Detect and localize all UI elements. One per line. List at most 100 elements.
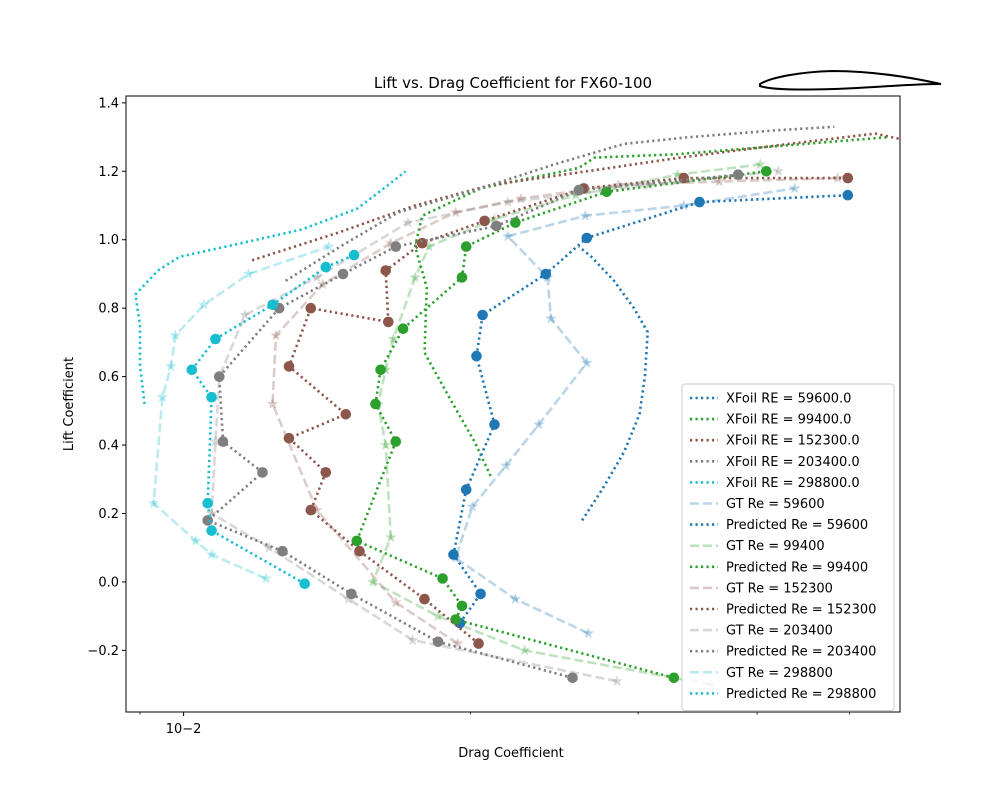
data-point [761,166,772,177]
y-tick-label: 1.4 [98,96,119,111]
data-point [305,302,317,314]
data-point-star [385,237,397,248]
data-point-star [581,356,593,368]
legend-label: GT Re = 298800 [726,666,833,681]
legend-entry: GT Re = 152300 [690,581,833,596]
airfoil-inset-shape [759,69,942,91]
series-line [454,187,795,635]
data-point-star [270,329,282,341]
data-point-star [502,230,514,242]
series-line [190,253,355,585]
data-point-star [772,165,784,177]
series-pred-12 [202,169,744,684]
data-point [460,241,472,252]
data-point-star [402,216,414,228]
series-line [152,245,330,580]
data-point-star [515,192,527,204]
data-point [283,361,295,372]
data-point [337,268,349,280]
y-tick-label: 0.6 [98,370,119,385]
data-point [299,578,311,589]
data-point-star [611,675,623,687]
legend-entry: Predicted Re = 99400 [690,560,868,575]
legend-label: Predicted Re = 203400 [726,645,876,660]
y-tick-label: 0.0 [98,575,119,590]
data-point [283,432,295,444]
data-point-star [311,504,323,515]
data-point-star [385,531,397,543]
series-line [205,173,739,680]
data-point-star [198,298,210,310]
data-point [320,261,332,273]
data-point [694,196,705,208]
data-point [370,398,381,410]
data-point [210,333,221,345]
data-point-star [582,627,595,639]
y-tick-label: 1.2 [98,165,119,180]
data-point [267,299,278,311]
data-point-star [466,500,479,512]
data-point-star [500,459,512,471]
x-axis-label: Drag Coefficient [458,746,563,761]
legend-box [681,383,895,711]
data-point [475,588,486,600]
data-point-star [671,168,684,180]
data-point [257,467,268,478]
y-tick-label: −0.2 [87,644,119,659]
legend-entry: Predicted Re = 298800 [690,687,876,702]
legend-label: Predicted Re = 298800 [726,687,876,702]
data-point-star [545,312,557,324]
data-point [351,535,363,547]
legend-label: Predicted Re = 59600 [726,518,868,533]
series-xfoil-2 [251,132,900,262]
series-line [286,176,848,645]
data-point-star [205,507,218,519]
data-point [601,186,612,198]
data-point-star [147,497,160,509]
data-point-star [263,541,275,553]
data-point-star [156,391,169,402]
data-point [202,515,213,526]
legend-entry: XFoil RE = 152300.0 [690,434,860,449]
data-point-star [423,240,435,252]
series-layer [134,125,900,690]
data-point [380,265,392,276]
data-point [477,309,488,321]
y-tick-label: 0.8 [98,302,119,317]
legend-label: Predicted Re = 152300 [726,603,876,618]
legend-entry: Predicted Re = 203400 [690,645,876,660]
data-point-star [832,172,844,183]
data-point-star [367,576,379,587]
data-point [354,545,365,557]
legend-entry: GT Re = 203400 [690,624,833,639]
data-point [419,593,430,605]
data-point-star [432,610,444,621]
data-point [416,237,428,249]
data-point-star [789,182,801,194]
y-axis-label: Lift Coefficient [62,357,77,451]
data-point [348,249,360,261]
axes-layer: −0.2 0.0 0.2 0.4 0.6 0.8 1.0 1.2 1.4 10−2 [87,96,850,737]
data-point-star [502,196,514,207]
series-gt-13 [147,240,335,584]
data-point-star [518,644,531,656]
series-gt-9 [266,172,844,649]
legend-label: GT Re = 152300 [726,581,833,596]
legend-entry: XFoil RE = 203400.0 [690,455,860,470]
legend-entry: XFoil RE = 298800.0 [690,476,860,491]
data-point-star [409,271,421,283]
data-point [567,672,578,684]
series-pred-14 [186,249,360,589]
data-point-star [678,199,690,211]
data-point [320,467,332,478]
data-point [473,638,484,649]
data-point [375,364,386,376]
data-point [456,600,468,612]
data-point [491,220,502,232]
legend-entry: Predicted Re = 152300 [690,603,876,618]
data-point [206,391,217,403]
data-point-star [165,360,177,372]
y-tick-label: 0.4 [98,439,119,454]
data-point [305,504,317,516]
series-pred-8 [351,166,772,684]
